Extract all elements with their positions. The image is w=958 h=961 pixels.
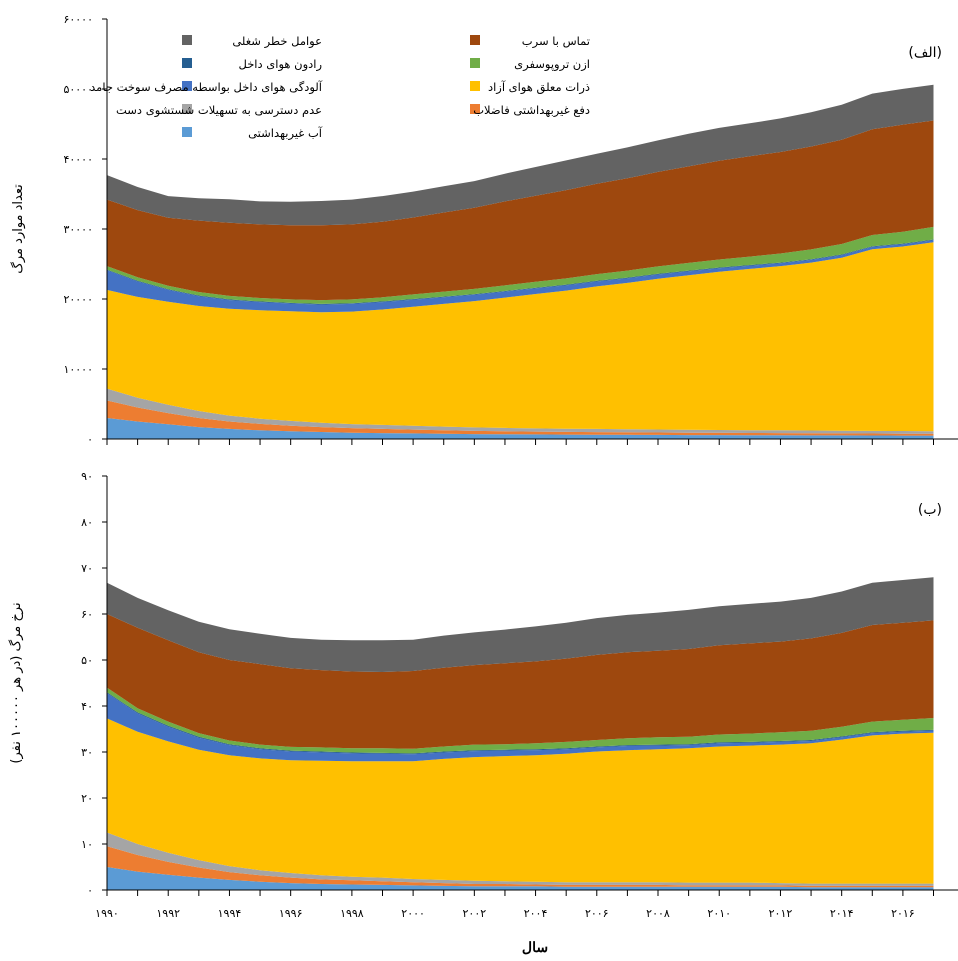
y-tick-label: ۲۰ <box>81 792 93 805</box>
area-series-6 <box>107 687 934 754</box>
y-tick-label: ۸۰ <box>81 516 93 529</box>
x-tick-label: ۲۰۱۶ <box>891 907 915 920</box>
area-series-0 <box>107 418 934 439</box>
legend-swatch <box>182 127 192 137</box>
y-tick-label: ۶۰۰۰۰ <box>63 13 93 26</box>
panel-a: ۰ ۱۰۰۰۰ ۲۰۰۰۰ ۳۰۰۰۰ ۴۰۰۰۰ ۵۰۰۰۰ ۶۰۰۰۰ تعداد موا… <box>9 13 958 446</box>
area-series-1 <box>107 400 934 436</box>
x-tick-label: ۱۹۹۰ <box>95 907 119 920</box>
legend-swatch <box>470 35 480 45</box>
legend-swatch <box>182 104 192 114</box>
x-tick-label: ۲۰۱۰ <box>707 907 731 920</box>
x-tick-label: ۲۰۱۴ <box>830 907 854 920</box>
y-axis-title: نرخ مرگ (در هر ۱۰۰۰۰۰ نفر) <box>7 602 24 763</box>
y-tick-label: ۳۰ <box>81 746 93 759</box>
legend-label: دفع غیربهداشتی فاضلاب <box>473 103 590 118</box>
y-tick-label: ۶۰ <box>81 608 93 621</box>
y-tick-label: ۴۰ <box>81 700 93 713</box>
legend-label: آلودگی هوای داخل بواسطه مصرف سوخت جامد <box>90 80 323 95</box>
area-series-7 <box>107 120 934 301</box>
x-tick-label: ۱۹۹۴ <box>218 907 242 920</box>
legend-label: عوامل خطر شغلی <box>232 34 322 49</box>
legend-label: عدم دسترسی به تسهیلات شستشوی دست <box>116 103 322 118</box>
y-tick-label: ۱۰۰۰۰ <box>63 363 93 376</box>
legend-swatch <box>182 81 192 91</box>
legend-swatch <box>182 58 192 68</box>
legend-swatch <box>470 104 480 114</box>
x-tick-label: ۱۹۹۶ <box>279 907 303 920</box>
y-tick-label: ۴۰۰۰۰ <box>63 153 93 166</box>
y-tick-label: ۳۰۰۰۰ <box>63 223 93 236</box>
area-series-6 <box>107 226 934 304</box>
legend-swatch <box>470 58 480 68</box>
x-tick-label: ۲۰۰۸ <box>646 907 670 920</box>
legend-label: رادون هوای داخل <box>238 57 322 72</box>
x-tick-label: ۲۰۰۰ <box>401 907 425 920</box>
panel-label: (ب) <box>918 502 942 518</box>
area-series-2 <box>107 388 934 434</box>
x-axis-title: سال <box>522 940 548 956</box>
x-tick-label: ۲۰۰۲ <box>463 907 487 920</box>
legend-swatch <box>470 81 480 91</box>
y-tick-label: ۷۰ <box>81 562 93 575</box>
area-series-8 <box>107 577 934 672</box>
x-tick-label: ۲۰۰۶ <box>585 907 609 920</box>
y-tick-label: ۰ <box>87 433 93 446</box>
y-tick-label: ۹۰ <box>81 470 93 483</box>
y-tick-label: ۲۰۰۰۰ <box>63 293 93 306</box>
area-series-4 <box>107 693 934 762</box>
area-series-8 <box>107 84 934 226</box>
y-tick-label: ۵۰۰۰۰ <box>63 83 93 96</box>
area-series-3 <box>107 242 934 432</box>
x-tick-label: ۲۰۱۲ <box>769 907 793 920</box>
y-tick-label: ۱۰ <box>81 838 93 851</box>
legend-label: ازن تروپوسفری <box>514 57 590 72</box>
legend-label: تماس با سرب <box>522 34 590 49</box>
x-tick-label: ۲۰۰۴ <box>524 907 548 920</box>
legend-label: ذرات معلق هوای آزاد <box>488 80 590 95</box>
x-tick-label: ۱۹۹۸ <box>340 907 364 920</box>
panel-b: ۰ ۱۰ ۲۰ ۳۰ ۴۰ ۵۰ ۶۰ ۷۰ ۸۰ ۹۰ نرخ مرگ (در هر ۱۰۰۰۰۰… <box>7 470 958 920</box>
y-tick-label: ۰ <box>87 884 93 897</box>
legend-label: آب غیربهداشتی <box>248 126 323 141</box>
x-tick-label: ۱۹۹۲ <box>156 907 180 920</box>
area-series-3 <box>107 718 934 884</box>
area-series-7 <box>107 614 934 749</box>
panel-label: (الف) <box>908 45 942 61</box>
legend-swatch <box>182 35 192 45</box>
area-series-0 <box>107 867 934 890</box>
y-tick-label: ۵۰ <box>81 654 93 667</box>
legend: عوامل خطر شغلی تماس با سرب رادون هوای داخل… <box>90 34 590 141</box>
y-axis-title: تعداد موارد مرگ <box>9 184 26 274</box>
